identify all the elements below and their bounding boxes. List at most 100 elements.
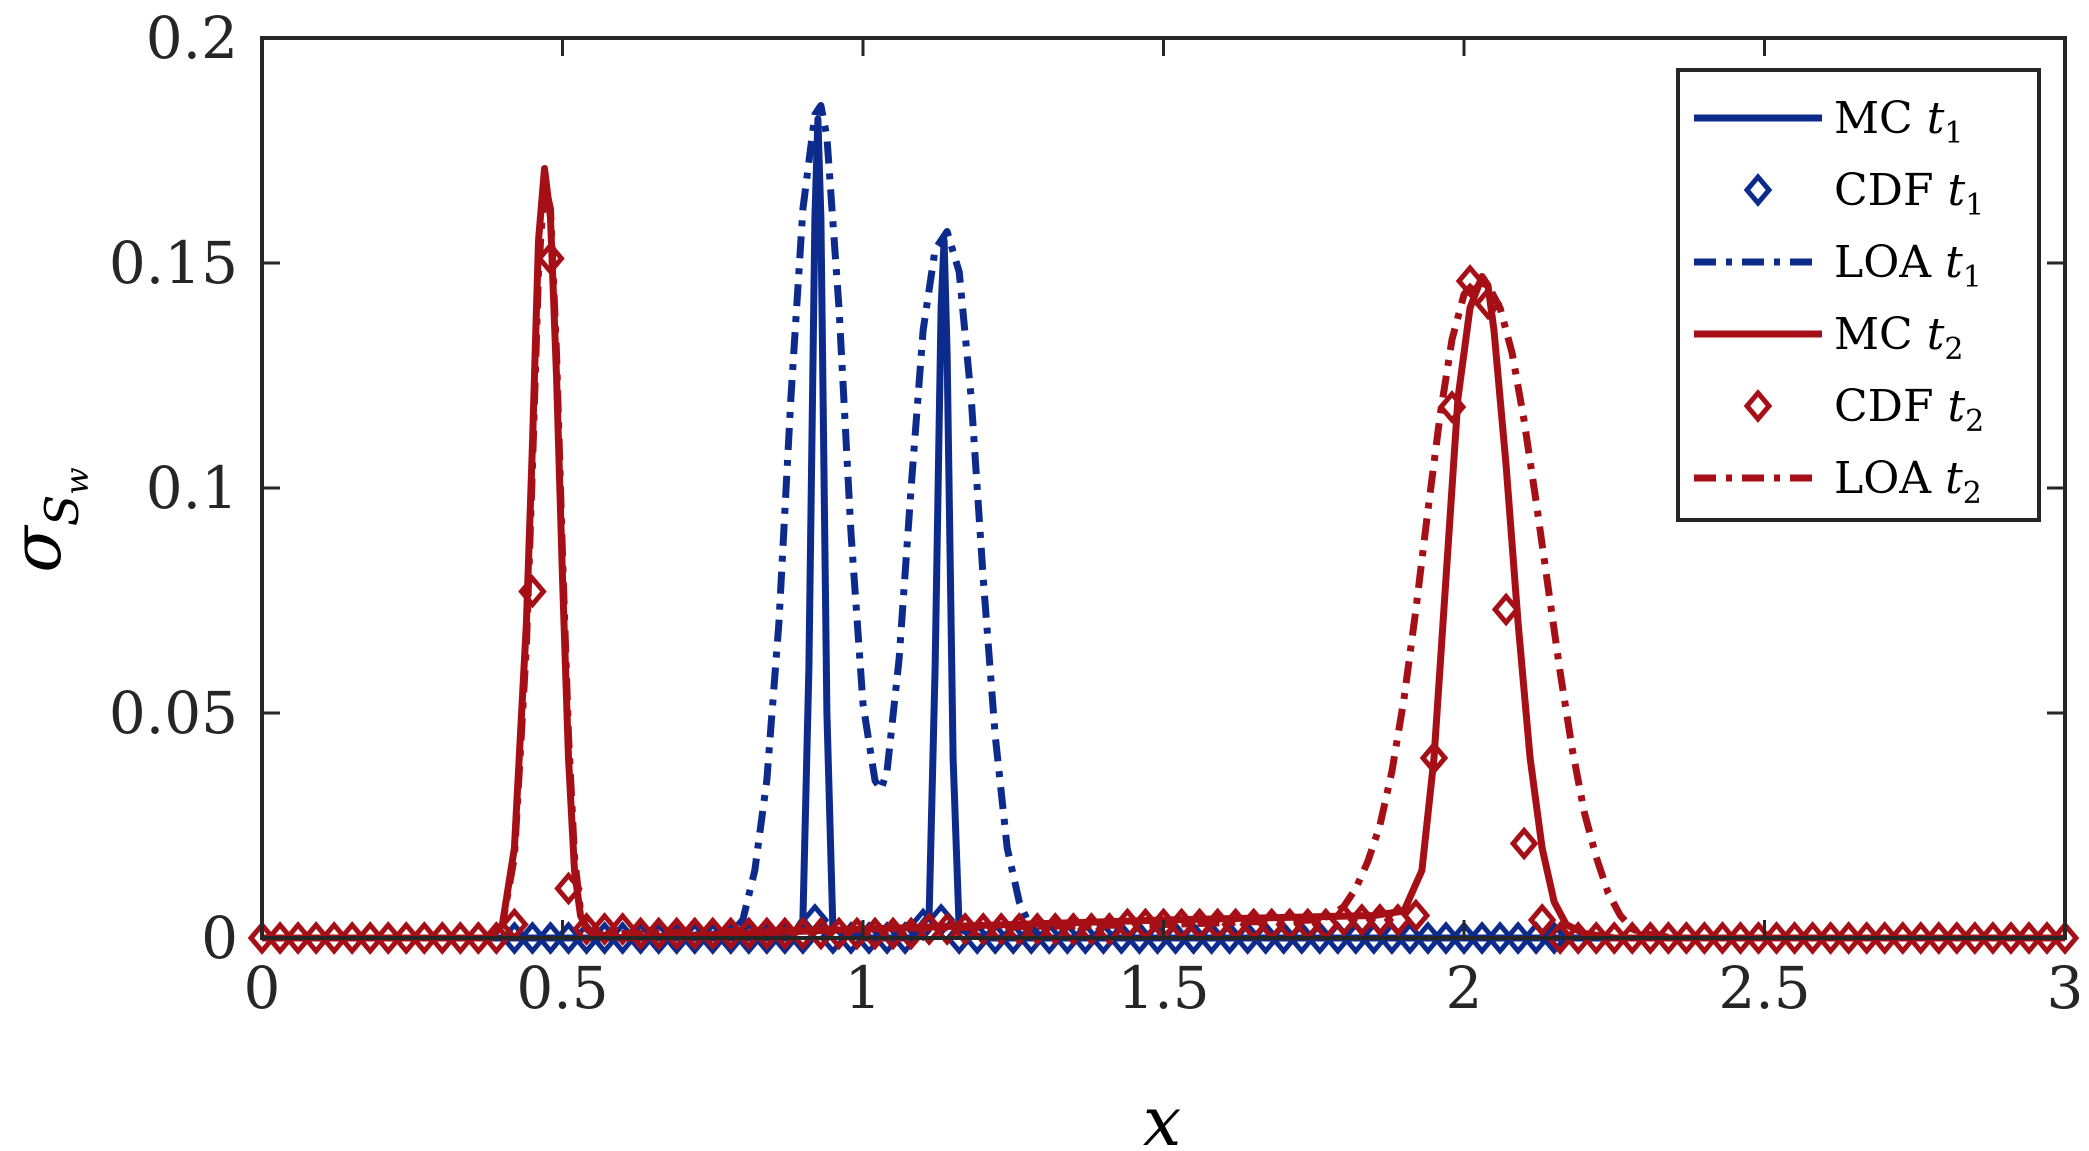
- data-point-cdf-t2: [1816, 921, 1845, 955]
- data-point-cdf-t2: [878, 916, 908, 951]
- data-point-cdf-t1: [1413, 921, 1443, 955]
- y-tick-label: 0.15: [109, 229, 238, 297]
- data-point-cdf-t2: [1690, 921, 1719, 955]
- y-tick-label: 0.2: [146, 4, 238, 72]
- data-point-cdf-t2: [932, 912, 962, 946]
- data-point-cdf-t2: [1978, 921, 2008, 955]
- data-point-cdf-t2: [788, 916, 818, 951]
- legend-label: MC t2: [1834, 309, 1964, 367]
- legend-box: [1676, 68, 2041, 522]
- legend-swatch: [1743, 173, 1773, 207]
- data-point-cdf-t1: [536, 921, 565, 955]
- data-point-cdf-t2: [572, 912, 601, 946]
- data-point-cdf-t1: [1539, 921, 1569, 955]
- data-point-cdf-t2: [1888, 921, 1918, 955]
- data-point-cdf-t2: [1960, 921, 1990, 955]
- data-point-cdf-t2: [1077, 912, 1106, 946]
- x-tick-label: 0: [244, 954, 281, 1022]
- data-point-cdf-t2: [464, 921, 493, 955]
- data-point-cdf-t2: [1419, 741, 1449, 775]
- data-point-cdf-t1: [1503, 921, 1533, 955]
- data-point-cdf-t2: [1942, 921, 1972, 955]
- data-point-cdf-t2: [1924, 921, 1954, 955]
- data-point-cdf-t2: [1906, 921, 1936, 955]
- data-point-cdf-t1: [500, 921, 529, 955]
- legend-item-loa-t2: LOA t2: [1694, 453, 1982, 511]
- x-axis: 0 0.5 1 1.5 2 2.5 3: [244, 38, 2084, 1022]
- legend-label: CDF t2: [1834, 381, 1984, 439]
- data-point-cdf-t2: [1798, 921, 1827, 955]
- data-point-cdf-t2: [608, 912, 637, 946]
- data-point-cdf-t2: [1491, 592, 1521, 627]
- data-point-cdf-t2: [1672, 921, 1701, 955]
- legend-label: LOA t2: [1834, 453, 1982, 511]
- legend-item-cdf-t2: CDF t2: [1743, 381, 1984, 439]
- data-point-cdf-t2: [644, 916, 673, 951]
- y-tick-label: 0.05: [109, 679, 238, 747]
- data-point-cdf-t2: [265, 921, 295, 955]
- data-point-cdf-t2: [1780, 921, 1809, 955]
- data-point-cdf-t2: [1023, 912, 1052, 946]
- data-point-cdf-t2: [1509, 826, 1539, 861]
- x-axis-label: x: [1143, 1083, 1181, 1151]
- data-point-cdf-t2: [590, 912, 619, 946]
- data-point-cdf-t2: [626, 916, 655, 951]
- data-point-cdf-t2: [355, 921, 385, 955]
- series-line-loa-t2: [262, 178, 2065, 942]
- data-point-cdf-t2: [2050, 921, 2080, 955]
- data-point-cdf-t2: [1581, 921, 1611, 955]
- legend-label: MC t1: [1834, 93, 1964, 151]
- series-line-loa-t1: [262, 102, 2065, 942]
- data-point-cdf-t2: [1563, 921, 1593, 955]
- data-point-cdf-t2: [1618, 921, 1647, 955]
- y-axis-label: σSw: [0, 467, 96, 572]
- data-point-cdf-t2: [1455, 264, 1485, 298]
- data-point-cdf-t2: [1852, 921, 1881, 955]
- data-point-cdf-t2: [391, 921, 421, 955]
- data-point-cdf-t2: [1708, 921, 1737, 955]
- data-point-cdf-t2: [1762, 921, 1791, 955]
- data-point-cdf-t2: [1527, 903, 1557, 937]
- data-point-cdf-t2: [1437, 390, 1467, 424]
- data-point-cdf-t2: [1329, 903, 1359, 937]
- series-group-t2: [247, 165, 2080, 955]
- legend-label: LOA t1: [1834, 237, 1982, 295]
- svg-text:σSw: σSw: [0, 467, 96, 572]
- legend: MC t1 CDF t1 LOA t1 MC t2 CDF t2 LOA t2: [1676, 68, 2041, 522]
- data-point-cdf-t2: [428, 921, 457, 955]
- data-point-cdf-t2: [409, 921, 439, 955]
- data-point-cdf-t2: [1726, 921, 1755, 955]
- data-point-cdf-t2: [301, 921, 331, 955]
- data-point-cdf-t2: [1347, 903, 1377, 937]
- data-point-cdf-t1: [1467, 921, 1497, 955]
- x-tick-label: 1: [845, 954, 882, 1022]
- x-tick-label: 3: [2047, 954, 2084, 1022]
- data-point-cdf-t1: [518, 921, 547, 955]
- x-tick-label: 2: [1446, 954, 1483, 1022]
- x-tick-label: 2.5: [1718, 954, 1810, 1022]
- data-point-cdf-t2: [1401, 898, 1431, 933]
- data-point-cdf-t2: [1365, 903, 1395, 937]
- data-point-cdf-t2: [1996, 921, 2026, 955]
- data-point-cdf-t1: [1485, 921, 1515, 955]
- data-point-cdf-t2: [1545, 921, 1575, 955]
- legend-swatch: [1743, 389, 1773, 423]
- data-point-cdf-t1: [1431, 921, 1461, 955]
- data-point-cdf-t2: [283, 921, 313, 955]
- data-point-cdf-t2: [2032, 921, 2062, 955]
- y-axis: 0 0.05 0.1 0.15 0.2: [109, 4, 2065, 972]
- legend-label: CDF t1: [1834, 165, 1984, 223]
- data-point-cdf-t2: [1599, 921, 1629, 955]
- x-tick-label: 1.5: [1117, 954, 1209, 1022]
- data-point-cdf-t2: [734, 916, 764, 951]
- data-point-cdf-t2: [337, 921, 367, 955]
- data-point-cdf-t2: [446, 921, 475, 955]
- data-point-cdf-t2: [2014, 921, 2044, 955]
- data-point-cdf-t2: [1870, 921, 1899, 955]
- legend-item-mc-t2: MC t2: [1694, 309, 1964, 367]
- data-point-cdf-t2: [319, 921, 349, 955]
- legend-item-cdf-t1: CDF t1: [1743, 165, 1984, 223]
- y-tick-label: 0: [201, 904, 238, 972]
- data-point-cdf-t1: [1449, 921, 1479, 955]
